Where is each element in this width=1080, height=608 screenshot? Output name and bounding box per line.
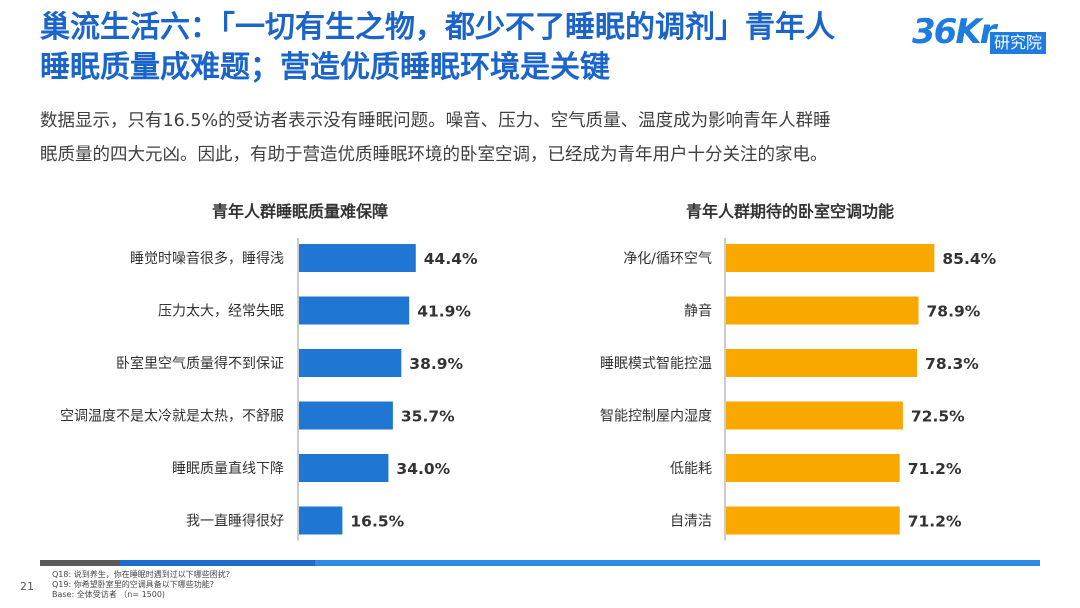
left-chart-title: 青年人群睡眠质量难保障 bbox=[211, 202, 388, 221]
logo-subtitle: 研究院 bbox=[990, 32, 1047, 54]
ac-feature-bar bbox=[726, 244, 935, 272]
ac-feature-category-label: 自清洁 bbox=[670, 514, 712, 530]
ac-feature-bar bbox=[726, 506, 900, 535]
sleep-problem-category-label: 空调温度不是太冷就是太热，不舒服 bbox=[60, 409, 284, 425]
sleep-problem-value-label: 34.0% bbox=[396, 460, 450, 478]
footnote-q18: Q18: 说到养生，你在睡眠时遇到过以下哪些困扰? bbox=[52, 570, 230, 579]
brand-logo: 36Kr 研究院 bbox=[912, 12, 1062, 62]
sleep-problems-bar-chart: 睡觉时噪音很多，睡得浅 44.4% 压力太大，经常失眠 41.9% 卧室里空气质量得不到… bbox=[60, 238, 478, 541]
title-line-2: 睡眠质量成难题；营造优质睡眠环境是关键 bbox=[40, 50, 610, 85]
ac-feature-value-label: 78.9% bbox=[927, 303, 981, 321]
intro-line-2: 眠质量的四大元凶。因此，有助于营造优质睡眠环境的卧室空调，已经成为青年用户十分关… bbox=[40, 145, 828, 165]
ac-feature-value-label: 72.5% bbox=[911, 408, 965, 426]
sleep-problem-bar bbox=[299, 244, 416, 272]
sleep-problem-value-label: 16.5% bbox=[350, 513, 404, 531]
ac-feature-bar bbox=[726, 454, 900, 482]
intro-text: 数据显示，只有16.5%的受访者表示没有睡眠问题。噪音、压力、空气质量、温度成为… bbox=[40, 104, 1040, 172]
sleep-problem-category-label: 卧室里空气质量得不到保证 bbox=[116, 355, 284, 372]
ac-feature-value-label: 71.2% bbox=[908, 513, 962, 531]
ac-feature-value-label: 78.3% bbox=[925, 355, 979, 373]
sleep-problem-bar bbox=[299, 454, 389, 482]
page-number: 21 bbox=[20, 580, 34, 593]
sleep-problem-bar bbox=[299, 296, 410, 325]
ac-features-bar-chart: 净化/循环空气 85.4% 静音 78.9% 睡眠模式智能控温 78.3% 智能控制屋内湿度… bbox=[600, 238, 997, 541]
footnote-q19: Q19: 你希望卧室里的空调具备以下哪些功能? bbox=[52, 580, 214, 589]
sleep-problem-category-label: 睡觉时噪音很多，睡得浅 bbox=[130, 250, 284, 267]
title-line-1: 巢流生活六：「一切有生之物，都少不了睡眠的调剂」青年人 bbox=[40, 10, 835, 45]
ac-feature-bar bbox=[726, 296, 919, 325]
sleep-problem-category-label: 睡眠质量直线下降 bbox=[172, 460, 284, 477]
ac-feature-category-label: 睡眠模式智能控温 bbox=[600, 356, 712, 372]
ac-feature-category-label: 静音 bbox=[684, 303, 712, 320]
ac-feature-category-label: 智能控制屋内湿度 bbox=[600, 409, 712, 425]
ac-feature-bar bbox=[726, 349, 918, 377]
sleep-problem-bar bbox=[299, 506, 343, 535]
footnotes: Q18: 说到养生，你在睡眠时遇到过以下哪些困扰? Q19: 你希望卧室里的空调… bbox=[52, 570, 230, 600]
intro-line-1: 数据显示，只有16.5%的受访者表示没有睡眠问题。噪音、压力、空气质量、温度成为… bbox=[40, 111, 831, 131]
sleep-problem-bar bbox=[299, 349, 402, 377]
ac-feature-value-label: 71.2% bbox=[908, 460, 962, 478]
sleep-problem-bar bbox=[299, 401, 393, 430]
sleep-problem-value-label: 35.7% bbox=[401, 408, 455, 426]
right-chart-title: 青年人群期待的卧室空调功能 bbox=[685, 202, 894, 221]
sleep-problem-value-label: 44.4% bbox=[424, 250, 478, 268]
ac-feature-category-label: 净化/循环空气 bbox=[623, 251, 712, 267]
sleep-problem-category-label: 压力太大，经常失眠 bbox=[158, 304, 284, 320]
logo-mark: 36Kr bbox=[912, 12, 996, 52]
sleep-problem-value-label: 38.9% bbox=[409, 355, 463, 373]
footnote-base: Base: 全体受访者 （n= 1500) bbox=[52, 590, 166, 599]
sleep-problem-category-label: 我一直睡得很好 bbox=[186, 513, 284, 530]
ac-feature-bar bbox=[726, 401, 903, 430]
sleep-problem-value-label: 41.9% bbox=[417, 303, 471, 321]
page-title: 巢流生活六：「一切有生之物，都少不了睡眠的调剂」青年人 睡眠质量成难题；营造优质… bbox=[40, 8, 920, 88]
footer-stripe bbox=[40, 560, 1040, 566]
ac-feature-category-label: 低能耗 bbox=[670, 461, 712, 477]
ac-feature-value-label: 85.4% bbox=[942, 250, 996, 268]
